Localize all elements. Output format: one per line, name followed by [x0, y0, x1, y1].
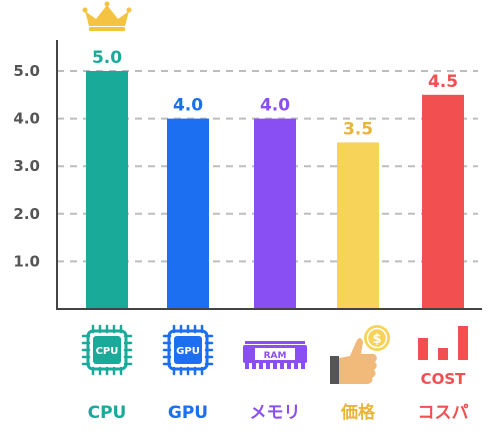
value-label: 5.0	[92, 48, 122, 68]
axes	[56, 40, 482, 310]
category-labels: CPU GPU メモリ 価格 コスパ	[88, 402, 469, 423]
bar-1	[167, 118, 209, 309]
value-labels: 5.0 4.0 4.0 3.5 4.5	[92, 48, 458, 139]
svg-text:$: $	[372, 332, 381, 347]
svg-text:GPU: GPU	[176, 346, 200, 357]
category-label: CPU	[88, 403, 127, 423]
value-label: 4.5	[428, 72, 458, 92]
svg-text:RAM: RAM	[264, 351, 287, 361]
bar-0	[86, 71, 128, 309]
category-label: メモリ	[250, 403, 301, 423]
svg-text:CPU: CPU	[96, 346, 119, 357]
y-tick-label: 2.0	[13, 205, 40, 223]
value-label: 3.5	[343, 119, 373, 139]
cost-bars-icon: COST	[418, 326, 468, 388]
gpu-chip-icon: GPU	[162, 324, 214, 376]
y-tick-label: 1.0	[13, 252, 40, 270]
bar-4	[422, 94, 464, 309]
category-label: コスパ	[418, 403, 469, 423]
y-tick-labels: 1.0 2.0 3.0 4.0 5.0	[13, 62, 40, 270]
cpu-chip-icon: CPU	[81, 324, 133, 376]
category-label: 価格	[340, 402, 376, 423]
y-tick-label: 4.0	[13, 110, 40, 128]
value-label: 4.0	[173, 96, 203, 116]
bar-2	[254, 118, 296, 309]
crown-icon	[82, 1, 132, 31]
bar-3	[337, 142, 379, 309]
svg-text:COST: COST	[421, 370, 467, 388]
bars	[86, 71, 464, 309]
category-label: GPU	[168, 403, 208, 423]
y-tick-label: 5.0	[13, 62, 40, 80]
y-tick-label: 3.0	[13, 157, 40, 175]
value-label: 4.0	[260, 96, 290, 116]
thumbs-up-coin-icon: $	[330, 325, 390, 384]
ram-module-icon: RAM	[243, 341, 307, 369]
category-icons: CPU GPU RAM $ COST	[81, 324, 468, 388]
